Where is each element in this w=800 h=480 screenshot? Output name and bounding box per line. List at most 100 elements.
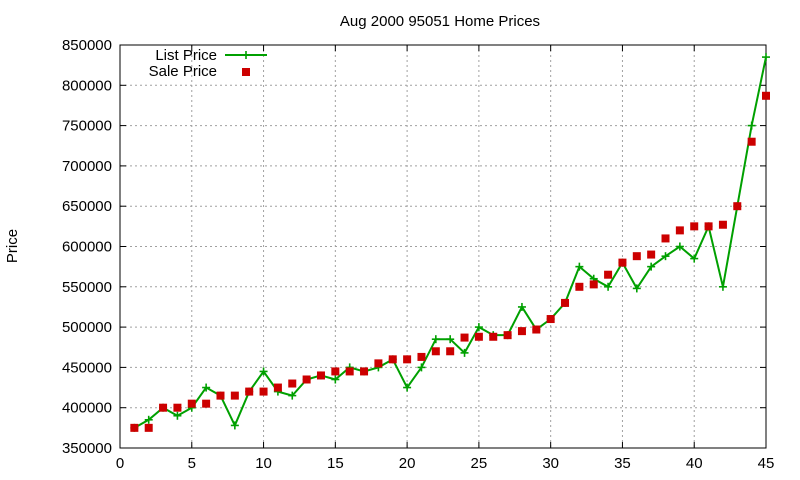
sale-price-point — [403, 355, 412, 364]
list-price-line — [133, 56, 767, 429]
list-price-point — [575, 262, 584, 271]
sale-price-point — [159, 403, 168, 412]
y-tick-label: 700000 — [62, 158, 112, 175]
sale-price-point — [632, 252, 641, 261]
list-price-point — [718, 282, 727, 291]
list-price-point — [647, 262, 656, 271]
sale-price-point — [589, 280, 598, 289]
x-tick-label: 5 — [188, 455, 196, 472]
y-axis-label: Price — [4, 229, 21, 263]
list-price-point — [417, 363, 426, 372]
y-tick-label: 400000 — [62, 400, 112, 417]
sale-price-point — [273, 383, 282, 392]
list-price-point — [661, 252, 670, 261]
list-price-point — [288, 391, 297, 400]
sale-price-point — [532, 325, 541, 334]
y-tick-label: 850000 — [62, 37, 112, 54]
sale-price-point — [316, 371, 325, 380]
list-price-point — [230, 421, 239, 430]
x-tick-label: 0 — [116, 455, 124, 472]
x-tick-label: 30 — [542, 455, 559, 472]
legend-marker-sale-price — [242, 68, 250, 76]
x-tick-label: 20 — [399, 455, 416, 472]
list-price-point — [403, 383, 412, 392]
sale-price-point — [762, 91, 770, 100]
list-price-point — [144, 415, 153, 424]
sale-price-point — [604, 270, 613, 279]
x-tick-label: 15 — [327, 455, 344, 472]
sale-price-point — [360, 367, 369, 376]
sale-price-point — [561, 298, 570, 307]
list-price-point — [604, 282, 613, 291]
sale-price-point — [517, 327, 526, 336]
sale-price-point — [245, 387, 254, 396]
list-price-point — [632, 284, 641, 293]
series-layer — [130, 53, 770, 432]
list-price-point — [431, 335, 440, 344]
sale-price-point — [704, 222, 713, 231]
sale-price-point — [647, 250, 656, 259]
list-price-point — [446, 335, 455, 344]
list-price-point — [474, 323, 483, 332]
x-tick-label: 25 — [471, 455, 488, 472]
y-tick-label: 800000 — [62, 77, 112, 94]
sale-price-point — [446, 347, 455, 356]
sale-price-point — [345, 367, 354, 376]
sale-price-point — [489, 332, 498, 341]
y-tick-label: 750000 — [62, 118, 112, 135]
y-tick-label: 500000 — [62, 319, 112, 336]
list-price-point — [173, 411, 182, 420]
list-price-point — [747, 121, 756, 130]
sale-price-point — [130, 423, 139, 432]
list-price-point — [675, 242, 684, 251]
y-tick-label: 600000 — [62, 239, 112, 256]
sale-price-point — [187, 399, 196, 408]
list-price-point — [517, 302, 526, 311]
sale-price-point — [474, 332, 483, 341]
sale-price-point — [503, 331, 512, 340]
sale-price-point — [230, 391, 239, 400]
sale-price-point — [144, 423, 153, 432]
sale-price-point — [259, 387, 268, 396]
sale-price-point — [202, 399, 211, 408]
list-price-point — [331, 375, 340, 384]
list-price-point — [460, 348, 469, 357]
x-tick-label: 45 — [758, 455, 775, 472]
sale-price-point — [216, 391, 225, 400]
y-tick-label: 650000 — [62, 198, 112, 215]
sale-price-point — [675, 226, 684, 235]
sale-price-point — [618, 258, 627, 267]
sale-price-point — [388, 355, 397, 364]
legend-label-list-price: List Price — [155, 47, 217, 64]
y-tick-label: 350000 — [62, 440, 112, 457]
sale-price-point — [374, 359, 383, 368]
sale-price-point — [733, 202, 742, 211]
sale-price-point — [690, 222, 699, 231]
sale-price-point — [288, 379, 297, 388]
sale-price-point — [173, 403, 182, 412]
y-tick-label: 450000 — [62, 359, 112, 376]
sale-price-point — [661, 234, 670, 243]
sale-price-point — [575, 282, 584, 291]
chart-title: Aug 2000 95051 Home Prices — [340, 13, 540, 30]
list-price-point — [259, 367, 268, 376]
sale-price-point — [546, 315, 555, 324]
list-price-point — [762, 53, 770, 62]
sale-price-point — [417, 352, 426, 361]
legend-label-sale-price: Sale Price — [149, 63, 217, 80]
sale-price-point — [302, 375, 311, 384]
list-price-point — [690, 254, 699, 263]
sale-price-point — [431, 347, 440, 356]
grid-layer — [120, 45, 766, 448]
x-tick-label: 10 — [255, 455, 272, 472]
sale-price-point — [331, 367, 340, 376]
tick-layer: 350000 400000 450000 500000 550000 600000 6500… — [62, 37, 774, 472]
y-tick-label: 550000 — [62, 279, 112, 296]
list-price-point — [202, 383, 211, 392]
sale-price-point — [747, 137, 756, 146]
sale-price-point — [460, 333, 469, 342]
x-tick-label: 40 — [686, 455, 703, 472]
